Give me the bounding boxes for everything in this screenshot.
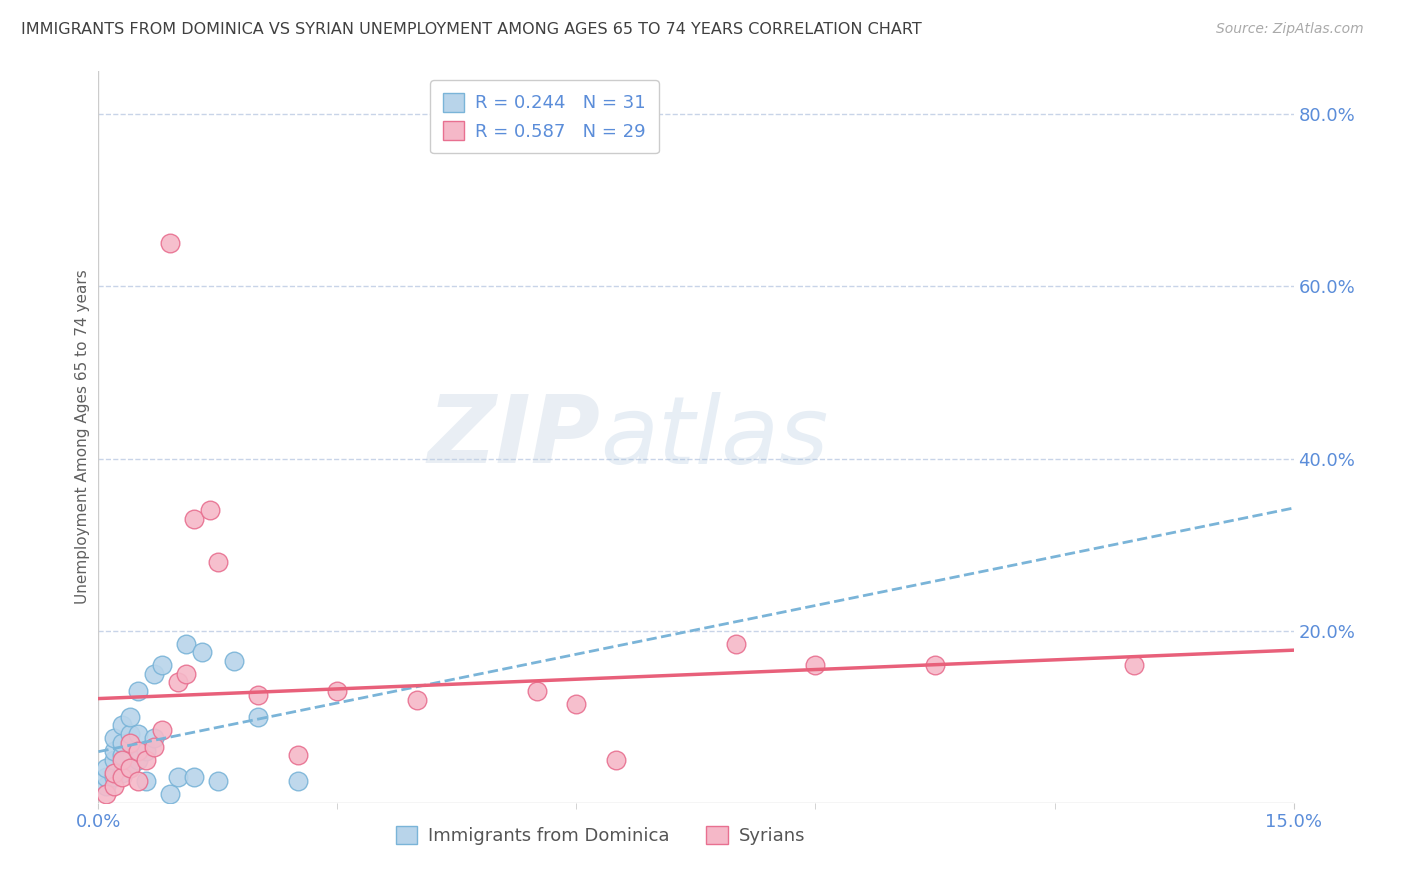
Point <box>127 744 149 758</box>
Point <box>111 753 134 767</box>
Y-axis label: Unemployment Among Ages 65 to 74 years: Unemployment Among Ages 65 to 74 years <box>75 269 90 605</box>
Point <box>135 744 157 758</box>
Point <box>246 688 269 702</box>
Point <box>127 684 149 698</box>
Point <box>150 658 173 673</box>
Point <box>287 774 309 789</box>
Point <box>526 684 548 698</box>
Text: IMMIGRANTS FROM DOMINICA VS SYRIAN UNEMPLOYMENT AMONG AGES 65 TO 74 YEARS CORREL: IMMIGRANTS FROM DOMINICA VS SYRIAN UNEMP… <box>21 22 922 37</box>
Point <box>1123 658 1146 673</box>
Point <box>183 512 205 526</box>
Point <box>174 666 197 681</box>
Point <box>111 735 134 749</box>
Point <box>924 658 946 673</box>
Point <box>120 727 142 741</box>
Point <box>111 718 134 732</box>
Point <box>159 236 181 251</box>
Point <box>103 744 125 758</box>
Point <box>111 770 134 784</box>
Point <box>191 645 214 659</box>
Point <box>111 765 134 780</box>
Point <box>174 637 197 651</box>
Point <box>103 765 125 780</box>
Point <box>96 761 118 775</box>
Text: ZIP: ZIP <box>427 391 600 483</box>
Point <box>127 727 149 741</box>
Point <box>135 753 157 767</box>
Point <box>111 748 134 763</box>
Point <box>207 555 229 569</box>
Point <box>287 748 309 763</box>
Text: Source: ZipAtlas.com: Source: ZipAtlas.com <box>1216 22 1364 37</box>
Point <box>103 779 125 793</box>
Point <box>167 675 190 690</box>
Point <box>127 753 149 767</box>
Point <box>198 503 221 517</box>
Point <box>120 761 142 775</box>
Point <box>159 787 181 801</box>
Point <box>120 735 142 749</box>
Point <box>724 637 747 651</box>
Point <box>143 739 166 754</box>
Point <box>127 774 149 789</box>
Point <box>96 770 118 784</box>
Point <box>565 697 588 711</box>
Point <box>246 710 269 724</box>
Point <box>222 654 245 668</box>
Text: atlas: atlas <box>600 392 828 483</box>
Point <box>135 774 157 789</box>
Point <box>143 731 166 746</box>
Point <box>326 684 349 698</box>
Point <box>120 761 142 775</box>
Point <box>143 666 166 681</box>
Point <box>96 787 118 801</box>
Point <box>96 779 118 793</box>
Point <box>150 723 173 737</box>
Point <box>804 658 827 673</box>
Point <box>103 731 125 746</box>
Point <box>406 692 429 706</box>
Point <box>167 770 190 784</box>
Point <box>103 753 125 767</box>
Point <box>103 770 125 784</box>
Point <box>207 774 229 789</box>
Legend: Immigrants from Dominica, Syrians: Immigrants from Dominica, Syrians <box>388 819 813 852</box>
Point <box>605 753 627 767</box>
Point <box>183 770 205 784</box>
Point <box>120 710 142 724</box>
